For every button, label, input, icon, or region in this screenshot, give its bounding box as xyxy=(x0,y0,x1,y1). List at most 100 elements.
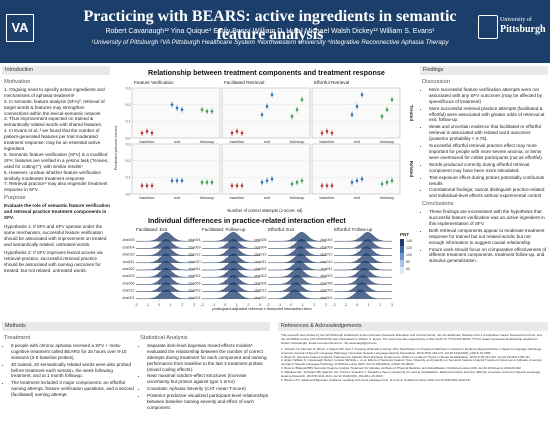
density-ridge xyxy=(268,289,326,299)
ridge-x-tick: -1 xyxy=(146,303,149,307)
intro-heading: Introduction xyxy=(2,66,110,75)
x-tick-label: baseline xyxy=(230,195,246,200)
x-tick-label: followup xyxy=(200,139,215,144)
density-ridge xyxy=(202,289,260,299)
participant-label: cba006 xyxy=(122,281,134,285)
density-ridge xyxy=(334,239,392,249)
data-point xyxy=(300,179,304,182)
intro-section: Motivation 1. Ongoing need to specify ac… xyxy=(4,77,110,274)
participant-label: cba004 xyxy=(188,238,200,242)
participant-label: cba005 xyxy=(122,238,134,242)
data-point xyxy=(260,181,264,184)
ridge-x-tick: 1 xyxy=(302,303,304,307)
conclusions-list: These findings are inconsistent with the… xyxy=(422,209,547,264)
data-point xyxy=(235,184,239,187)
x-tick-label: exit xyxy=(174,195,181,200)
data-point xyxy=(350,181,354,184)
hypothesis-2: Hypothesis 2: If SFV improves lexical ac… xyxy=(4,250,103,274)
ridge-panel-title: Effortful: Follow-up xyxy=(334,227,373,232)
data-point xyxy=(320,131,324,135)
legend-tick: 120 xyxy=(406,246,412,250)
data-point xyxy=(175,179,179,182)
participant-label: cba001 xyxy=(122,296,134,300)
density-ridge xyxy=(202,260,260,271)
data-point xyxy=(270,93,274,96)
ridge-x-tick: 1 xyxy=(170,303,172,307)
data-point xyxy=(140,131,144,135)
density-ridge xyxy=(268,232,326,242)
motivation-item: 3. Thus improvement expected on trained … xyxy=(4,116,103,128)
motivation-item: 7. Retrieval practice⁵ may also engender… xyxy=(4,181,108,193)
participant-label: cba003 xyxy=(188,289,200,293)
data-point xyxy=(380,182,384,186)
data-point xyxy=(290,115,294,118)
findings-section: Discussion More successful feature verif… xyxy=(422,77,547,265)
data-point xyxy=(360,93,364,96)
stats-heading: Statistical Analysis xyxy=(140,335,188,341)
data-point xyxy=(295,181,299,184)
ridge-x-tick: -2 xyxy=(134,303,137,307)
participant-label: cba006 xyxy=(320,281,332,285)
hypothesis-1: Hypothesis 1: If SFA and SFV operate und… xyxy=(4,223,107,247)
data-point xyxy=(200,108,204,111)
data-point xyxy=(240,184,244,187)
data-point xyxy=(205,110,209,113)
participant-label: cba004 xyxy=(320,238,332,242)
treatment-heading: Treatment xyxy=(4,335,31,341)
discussion-item: Words produced correctly during effortfu… xyxy=(429,162,547,174)
facet-label: Effortful Retrieval xyxy=(314,80,349,85)
legend-swatch xyxy=(400,253,404,260)
x-tick-label: followup xyxy=(380,139,395,144)
row-label: Related xyxy=(409,161,414,178)
x-tick-label: followup xyxy=(380,195,395,200)
density-ridge xyxy=(334,246,392,256)
legend-title: PNT xyxy=(400,232,409,237)
reference-item: 5. Middleton EL, Schwartz MF, Rawson KA,… xyxy=(281,370,541,379)
y-tick-label: 0.3 xyxy=(126,142,131,146)
stats-list: Separate item-level bayesian mixed-effec… xyxy=(140,343,270,411)
data-point xyxy=(300,98,304,101)
participant-label: cba009 xyxy=(188,245,200,249)
y-tick-label: 0.1 xyxy=(126,176,131,180)
y-tick-label: 0.1 xyxy=(126,120,131,124)
participant-label: cba002 xyxy=(254,267,266,271)
conclusion-item: Both retrieval components appear to mode… xyxy=(429,228,547,246)
discussion-item: Test-exposure effect during probes poten… xyxy=(429,175,547,187)
stats-item: Near maximal random-effect structures (i… xyxy=(147,373,270,385)
data-point xyxy=(270,177,274,181)
purpose-heading: Purpose xyxy=(4,195,26,202)
density-ridge xyxy=(334,289,392,299)
data-point xyxy=(330,131,334,135)
data-point xyxy=(360,177,364,181)
discussion-item: Correlational findings; cannot distingui… xyxy=(429,187,547,199)
poster-title: Practicing with BEARS: active ingredient… xyxy=(83,8,457,43)
data-point xyxy=(355,179,359,182)
density-ridge xyxy=(202,253,260,263)
facet-label: Facilitated Retrieval xyxy=(224,80,264,85)
discussion-heading: Discussion xyxy=(422,79,451,85)
data-point xyxy=(265,179,269,182)
ridge-x-tick: 0 xyxy=(224,303,226,307)
data-point xyxy=(200,181,204,184)
data-point xyxy=(145,184,149,187)
x-tick-label: exit xyxy=(354,139,361,144)
participant-label: cba009 xyxy=(320,245,332,249)
motivation-item: 2. In semantic feature analysis (SFA)², … xyxy=(4,98,105,116)
data-point xyxy=(385,108,389,111)
author-list: Robert Cavanaugh¹² Yina Quique³ Emily Bo… xyxy=(105,28,435,35)
participant-label: cba006 xyxy=(254,281,266,285)
ridge-x-tick: -2 xyxy=(266,303,269,307)
conclusion-item: These findings are inconsistent with the… xyxy=(429,209,547,227)
participant-label: cba003 xyxy=(254,274,266,278)
data-point xyxy=(145,130,149,133)
data-point xyxy=(380,115,384,118)
motivation-heading: Motivation xyxy=(4,79,31,85)
ridge-x-tick: -2 xyxy=(332,303,335,307)
participant-label: cba010 xyxy=(254,253,266,257)
x-tick-label: followup xyxy=(290,139,305,144)
density-ridge xyxy=(202,275,260,285)
density-ridge xyxy=(202,239,260,249)
x-tick-label: exit xyxy=(174,139,181,144)
data-point xyxy=(325,130,329,133)
references-list: 1. Turkstra LS, Norman R, Whyte J, Dijke… xyxy=(281,347,546,383)
